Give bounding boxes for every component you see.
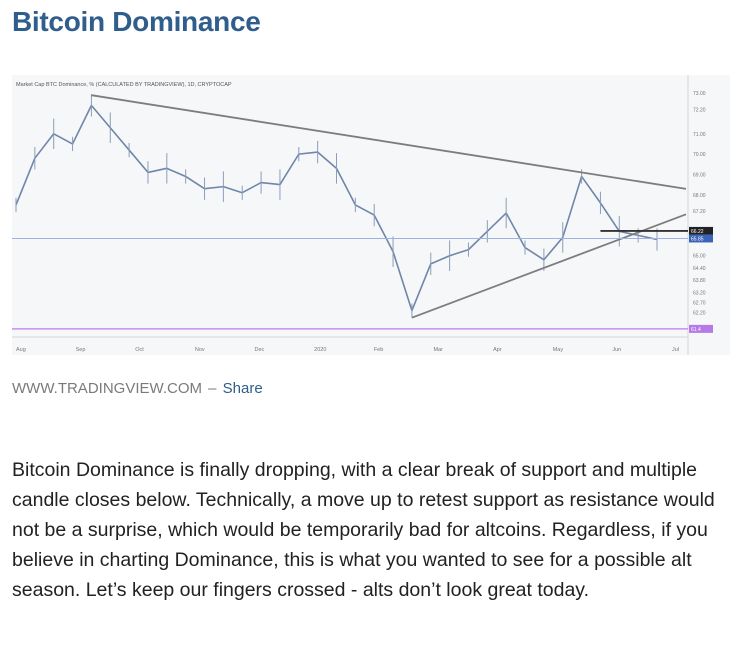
source-site: WWW.TRADINGVIEW.COM [12,380,202,397]
y-tick-label: 69.00 [693,172,706,178]
price-tag-label: 66.22 [691,229,704,235]
y-tick-label: 62.70 [693,300,706,306]
y-tick-label: 71.00 [693,132,706,138]
price-tag [689,324,713,333]
y-tick-label: 62.20 [693,311,706,317]
y-tick-label: 70.00 [693,152,706,158]
x-tick-label: Sep [76,347,86,353]
x-tick-label: 2020 [314,347,326,353]
y-tick-label: 63.80 [693,278,706,284]
source-line: WWW.TRADINGVIEW.COM – Share [12,380,263,397]
price-tag [689,226,713,235]
x-tick-label: Mar [433,347,443,353]
x-tick-label: Apr [493,347,502,353]
x-tick-label: Feb [374,347,383,353]
y-tick-label: 63.20 [693,290,706,296]
source-separator: – [208,380,217,397]
x-tick-label: Aug [16,347,26,353]
y-tick-label: 64.40 [693,266,706,272]
chart-title: Market Cap BTC Dominance, % (CALCULATED … [16,82,232,88]
y-tick-label: 72.20 [693,107,706,113]
price-tag-label: 61.4 [691,327,701,333]
price-tag-label: 65.85 [691,236,704,242]
chart-background [12,75,730,355]
page-title: Bitcoin Dominance [12,6,261,37]
price-tag [689,234,713,243]
x-tick-label: Nov [195,347,205,353]
y-tick-label: 73.00 [693,91,706,97]
article-paragraph: Bitcoin Dominance is finally dropping, w… [12,459,715,601]
y-tick-label: 67.20 [693,209,706,215]
chart-image: Market Cap BTC Dominance, % (CALCULATED … [12,75,730,355]
x-tick-label: Jul [672,347,679,353]
x-tick-label: May [553,347,564,353]
x-tick-label: Oct [135,347,144,353]
y-tick-label: 68.00 [693,193,706,199]
x-tick-label: Jun [612,347,621,353]
descending-trendline [91,94,687,190]
y-tick-label: 65.00 [693,254,706,260]
share-link[interactable]: Share [222,380,263,397]
x-tick-label: Dec [255,347,265,353]
dominance-chart: Market Cap BTC Dominance, % (CALCULATED … [12,75,730,355]
